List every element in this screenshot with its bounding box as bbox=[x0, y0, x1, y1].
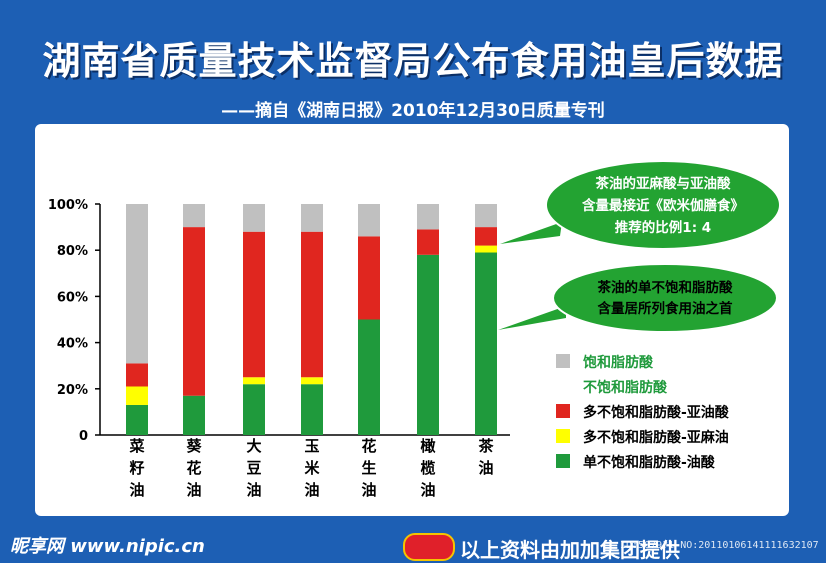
bar-segment bbox=[126, 404, 148, 435]
bar-segment bbox=[417, 204, 439, 230]
chart-bars bbox=[126, 204, 497, 435]
bar-segment bbox=[183, 395, 205, 435]
bar-segment bbox=[358, 204, 380, 237]
bar-segment bbox=[243, 384, 265, 435]
x-tick-label: 籽 bbox=[129, 459, 144, 477]
x-tick-label: 橄 bbox=[420, 437, 436, 455]
x-tick-label: 米 bbox=[304, 459, 320, 477]
bar-segment bbox=[358, 319, 380, 435]
callout-middle-line: 茶油的单不饱和脂肪酸 bbox=[597, 279, 733, 296]
x-tick-label: 油 bbox=[246, 481, 261, 499]
callout-pointer-top bbox=[500, 222, 562, 244]
legend-label: 多不饱和脂肪酸-亚麻油 bbox=[583, 429, 729, 446]
x-tick-label: 葵 bbox=[186, 437, 202, 455]
image-watermark: ID:5079?1 NO:20110106141111632107 bbox=[620, 540, 819, 551]
legend-label: 单不饱和脂肪酸-油酸 bbox=[583, 454, 716, 471]
bar-segment bbox=[301, 377, 323, 385]
bar-segment bbox=[183, 204, 205, 228]
provider-credit: 以上资料由加加集团提供 bbox=[460, 538, 680, 562]
bar-segment bbox=[475, 252, 497, 435]
callout-bubble-top bbox=[545, 160, 781, 250]
legend-swatch bbox=[556, 404, 570, 418]
x-tick-label: 油 bbox=[420, 481, 435, 499]
bar-segment bbox=[243, 377, 265, 385]
x-tick-label: 茶 bbox=[478, 437, 494, 455]
x-tick-label: 油 bbox=[478, 459, 493, 477]
x-tick-label: 油 bbox=[186, 481, 201, 499]
bar-segment bbox=[475, 204, 497, 228]
x-tick-label: 花 bbox=[186, 459, 201, 477]
x-tick-label: 油 bbox=[129, 481, 144, 499]
page-subtitle: ——摘自《湖南日报》2010年12月30日质量专刊 bbox=[221, 101, 605, 121]
y-tick-label: 0 bbox=[79, 429, 88, 444]
bar-segment bbox=[475, 245, 497, 253]
callout-pointer-middle bbox=[498, 306, 566, 330]
bar-segment bbox=[243, 231, 265, 378]
bar-segment bbox=[126, 386, 148, 405]
legend-swatch bbox=[556, 454, 570, 468]
page-title: 湖南省质量技术监督局公布食用油皇后数据 bbox=[42, 39, 784, 83]
y-tick-label: 80% bbox=[57, 244, 88, 259]
legend-swatch bbox=[556, 429, 570, 443]
bar-segment bbox=[243, 204, 265, 232]
site-credit: 昵享网 www.nipic.cn bbox=[10, 536, 205, 557]
bar-segment bbox=[417, 229, 439, 255]
x-tick-label: 玉 bbox=[304, 437, 319, 455]
bar-segment bbox=[183, 227, 205, 396]
x-tick-label: 菜 bbox=[128, 437, 144, 455]
brand-logo bbox=[403, 533, 455, 561]
legend-label: 多不饱和脂肪酸-亚油酸 bbox=[583, 404, 730, 421]
bar-segment bbox=[358, 236, 380, 320]
x-tick-label: 油 bbox=[304, 481, 319, 499]
y-tick-label: 60% bbox=[57, 290, 88, 305]
y-tick-label: 20% bbox=[57, 383, 88, 398]
y-tick-label: 40% bbox=[57, 337, 88, 352]
x-tick-label: 生 bbox=[361, 459, 376, 477]
legend-label: 饱和脂肪酸 bbox=[583, 354, 654, 371]
chart-legend: 饱和脂肪酸不饱和脂肪酸多不饱和脂肪酸-亚油酸多不饱和脂肪酸-亚麻油单不饱和脂肪酸… bbox=[556, 354, 730, 471]
y-tick-label: 100% bbox=[48, 198, 88, 213]
bar-segment bbox=[301, 231, 323, 378]
bar-segment bbox=[301, 384, 323, 435]
bar-segment bbox=[417, 254, 439, 435]
bar-segment bbox=[301, 204, 323, 232]
bar-segment bbox=[126, 363, 148, 387]
x-tick-label: 油 bbox=[361, 481, 376, 499]
bar-segment bbox=[475, 227, 497, 246]
callout-top-line: 含量最接近《欧米伽膳食》 bbox=[582, 197, 744, 214]
callout-top-line: 茶油的亚麻酸与亚油酸 bbox=[595, 175, 731, 192]
x-tick-label: 豆 bbox=[246, 459, 261, 477]
bar-segment bbox=[126, 204, 148, 364]
x-tick-label: 花 bbox=[361, 437, 376, 455]
legend-label: 不饱和脂肪酸 bbox=[583, 379, 668, 396]
legend-swatch bbox=[556, 354, 570, 368]
x-tick-label: 榄 bbox=[420, 459, 435, 477]
x-tick-label: 大 bbox=[246, 437, 261, 455]
callout-top-line: 推荐的比例1: 4 bbox=[615, 219, 711, 236]
callout-bubble-middle bbox=[552, 263, 778, 333]
callout-middle-line: 含量居所列食用油之首 bbox=[598, 300, 733, 317]
